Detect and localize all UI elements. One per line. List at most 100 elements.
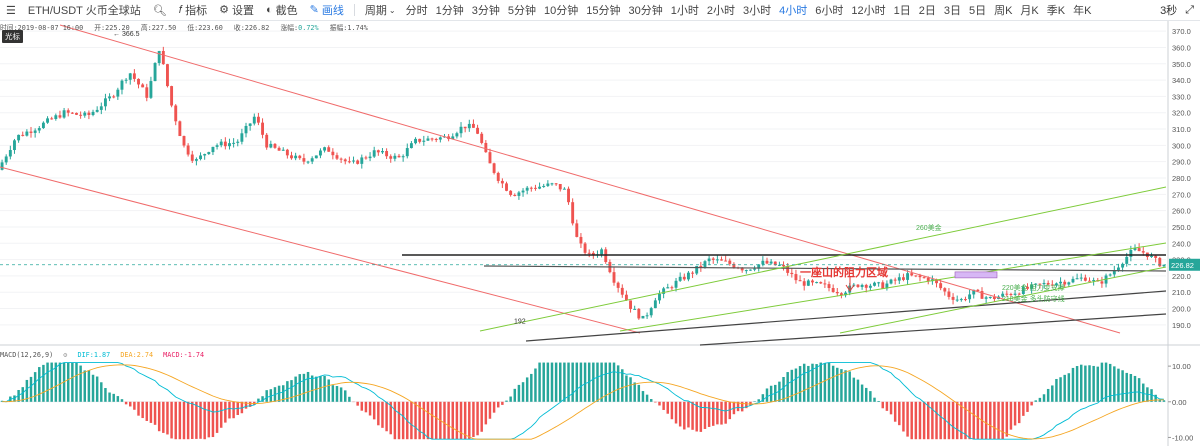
candle-body bbox=[199, 155, 202, 160]
candle-body bbox=[480, 133, 484, 143]
candle-body bbox=[1050, 284, 1054, 286]
candle-body bbox=[521, 190, 525, 193]
macd-settings-icon[interactable]: ⚙ bbox=[63, 351, 68, 359]
refresh-rate-label[interactable]: 3秒 bbox=[1160, 5, 1178, 17]
tool-indicator[interactable]: 𝑓 指标 bbox=[173, 0, 213, 20]
level-220-label: 220美金 阻力变支撑 bbox=[1002, 283, 1065, 292]
macd-y-tick-label: 0.00 bbox=[1172, 398, 1187, 407]
interval-18[interactable]: 月K bbox=[1020, 5, 1039, 17]
interval-20[interactable]: 年K bbox=[1073, 5, 1092, 17]
candle-body bbox=[794, 274, 798, 281]
candle-body bbox=[951, 296, 955, 300]
tool-color[interactable]: ◐ 截色 bbox=[260, 0, 304, 20]
candle-body bbox=[885, 283, 889, 289]
info-amplitude: 振幅:1.74% bbox=[329, 24, 368, 32]
menu-toggle[interactable]: ☰ bbox=[0, 0, 22, 20]
info-close: 收:226.82 bbox=[233, 24, 270, 32]
candle-body bbox=[1054, 283, 1058, 286]
period-label: 周期 bbox=[364, 5, 387, 17]
interval-12[interactable]: 12小时 bbox=[851, 5, 886, 17]
gear-icon: ⚙ bbox=[219, 3, 229, 16]
interval-4[interactable]: 10分钟 bbox=[543, 5, 579, 17]
period-dropdown[interactable]: 周期 ⌄ bbox=[359, 0, 402, 20]
candle-body bbox=[720, 259, 723, 261]
candle-body bbox=[765, 260, 769, 264]
interval-1[interactable]: 1分钟 bbox=[435, 5, 464, 17]
y-tick-label: 300.0 bbox=[1172, 141, 1191, 150]
candle-body bbox=[1100, 281, 1104, 284]
interval-8[interactable]: 2小时 bbox=[706, 5, 735, 17]
y-tick-label: 270.0 bbox=[1172, 190, 1191, 199]
candle-body bbox=[91, 111, 95, 115]
green-channel-upper bbox=[479, 186, 1167, 332]
candle-body bbox=[54, 115, 58, 119]
candle-body bbox=[294, 155, 298, 159]
candle-body bbox=[356, 160, 360, 164]
y-tick-label: 210.0 bbox=[1172, 288, 1191, 297]
candle-body bbox=[496, 172, 500, 181]
candle-body bbox=[943, 288, 947, 292]
interval-5[interactable]: 15分钟 bbox=[586, 5, 621, 17]
tool-gear[interactable]: ⚙ 设置 bbox=[213, 0, 260, 20]
level-218-label: 218美金 多头防守线 bbox=[1002, 294, 1065, 303]
tool-pencil[interactable]: ✎ 画线 bbox=[304, 0, 350, 20]
candle-body bbox=[1001, 293, 1005, 297]
candle-body bbox=[786, 266, 790, 273]
interval-7[interactable]: 1小时 bbox=[670, 5, 699, 17]
candle-body bbox=[749, 269, 752, 271]
interval-19[interactable]: 季K bbox=[1046, 5, 1066, 17]
candle-body bbox=[1034, 283, 1038, 285]
candle-body bbox=[120, 80, 124, 90]
candle-body bbox=[790, 272, 794, 275]
candle-body bbox=[352, 160, 355, 162]
candle-body bbox=[1063, 281, 1067, 285]
search-button[interactable]: 🔍︎ bbox=[147, 0, 173, 20]
candle-body bbox=[1137, 248, 1141, 252]
candle-body bbox=[823, 283, 827, 285]
candle-body bbox=[376, 150, 380, 153]
candle-body bbox=[471, 123, 475, 128]
candle-body bbox=[430, 138, 434, 140]
candle-body bbox=[137, 78, 140, 85]
interval-10[interactable]: 4小时 bbox=[779, 5, 808, 17]
candle-body bbox=[1038, 283, 1042, 285]
fullscreen-icon[interactable]: ⤢ bbox=[1185, 3, 1194, 16]
interval-15[interactable]: 3日 bbox=[943, 5, 961, 17]
candle-body bbox=[571, 202, 575, 224]
candle-body bbox=[228, 143, 231, 147]
interval-17[interactable]: 周K bbox=[994, 5, 1013, 17]
interval-3[interactable]: 5分钟 bbox=[507, 5, 536, 17]
symbol-selector[interactable]: ETH/USDT 火币全球站 bbox=[22, 0, 147, 20]
candle-body bbox=[161, 50, 165, 65]
candle-body bbox=[715, 259, 719, 261]
candle-body bbox=[112, 96, 116, 98]
candle-body bbox=[662, 288, 666, 294]
crosshair-tag[interactable]: 光标 bbox=[2, 30, 23, 43]
chart-area[interactable]: 190.0200.0210.0220.0230.0240.0250.0260.0… bbox=[0, 21, 1200, 446]
interval-6[interactable]: 30分钟 bbox=[628, 5, 663, 17]
interval-2[interactable]: 3分钟 bbox=[471, 5, 500, 17]
candle-body bbox=[219, 141, 223, 146]
candle-body bbox=[37, 128, 41, 131]
interval-11[interactable]: 6小时 bbox=[815, 5, 844, 17]
candle-body bbox=[955, 299, 959, 301]
candle-body bbox=[46, 118, 49, 123]
candle-body bbox=[691, 272, 695, 274]
candle-body bbox=[1013, 293, 1017, 295]
interval-9[interactable]: 3小时 bbox=[742, 5, 772, 17]
candle-body bbox=[641, 315, 645, 319]
interval-0[interactable]: 分时 bbox=[405, 5, 428, 17]
interval-13[interactable]: 1日 bbox=[893, 5, 911, 17]
candle-body bbox=[186, 145, 190, 155]
candle-body bbox=[802, 281, 806, 286]
macd-dif-line bbox=[2, 362, 1164, 440]
interval-16[interactable]: 5日 bbox=[968, 5, 987, 17]
candle-body bbox=[83, 112, 87, 116]
candlestick-chart[interactable]: 190.0200.0210.0220.0230.0240.0250.0260.0… bbox=[0, 21, 1200, 446]
candle-body bbox=[281, 149, 285, 151]
interval-14[interactable]: 2日 bbox=[918, 5, 936, 17]
candle-body bbox=[335, 155, 339, 159]
tool-label: 画线 bbox=[321, 5, 344, 17]
candle-body bbox=[132, 73, 136, 79]
candle-body bbox=[1112, 270, 1116, 275]
